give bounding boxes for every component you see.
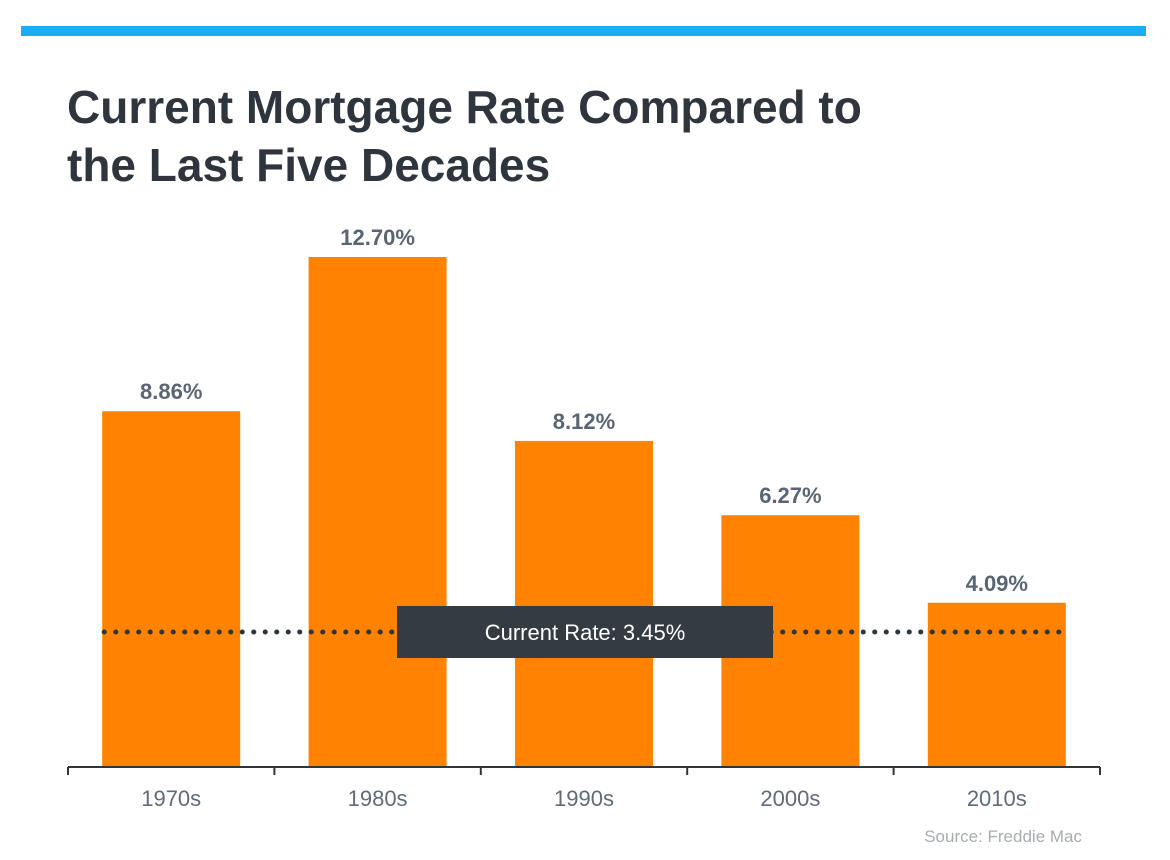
value-label-1990s: 8.12% <box>553 409 615 434</box>
category-label-1990s: 1990s <box>554 786 614 811</box>
reference-line-layer: Current Rate: 3.45% <box>101 606 1069 658</box>
x-axis <box>67 766 1101 775</box>
category-label-2010s: 2010s <box>967 786 1027 811</box>
chart-title-line-1: Current Mortgage Rate Compared to <box>67 81 862 133</box>
reference-label-box <box>397 606 773 658</box>
bars-layer <box>102 257 1066 767</box>
value-label-1980s: 12.70% <box>340 225 415 250</box>
bar-1980s <box>308 257 447 767</box>
top-accent-bar <box>21 26 1146 36</box>
bar-1970s <box>102 411 241 767</box>
category-label-1970s: 1970s <box>141 786 201 811</box>
bar-1990s <box>515 440 653 767</box>
source-note: Source: Freddie Mac <box>924 827 1082 846</box>
chart-title: Current Mortgage Rate Compared to the La… <box>67 78 1067 194</box>
category-label-1980s: 1980s <box>348 786 408 811</box>
value-label-2010s: 4.09% <box>966 571 1028 596</box>
value-label-2000s: 6.27% <box>759 483 821 508</box>
chart-title-line-2: the Last Five Decades <box>67 139 551 191</box>
reference-label: Current Rate: 3.45% <box>485 620 686 645</box>
value-label-1970s: 8.86% <box>140 379 202 404</box>
category-label-2000s: 2000s <box>760 786 820 811</box>
bar-2010s <box>927 602 1066 767</box>
labels-layer: 8.86% 1970s 12.70% 1980s 8.12% 1990s 6.27% 2000… <box>140 225 1028 811</box>
